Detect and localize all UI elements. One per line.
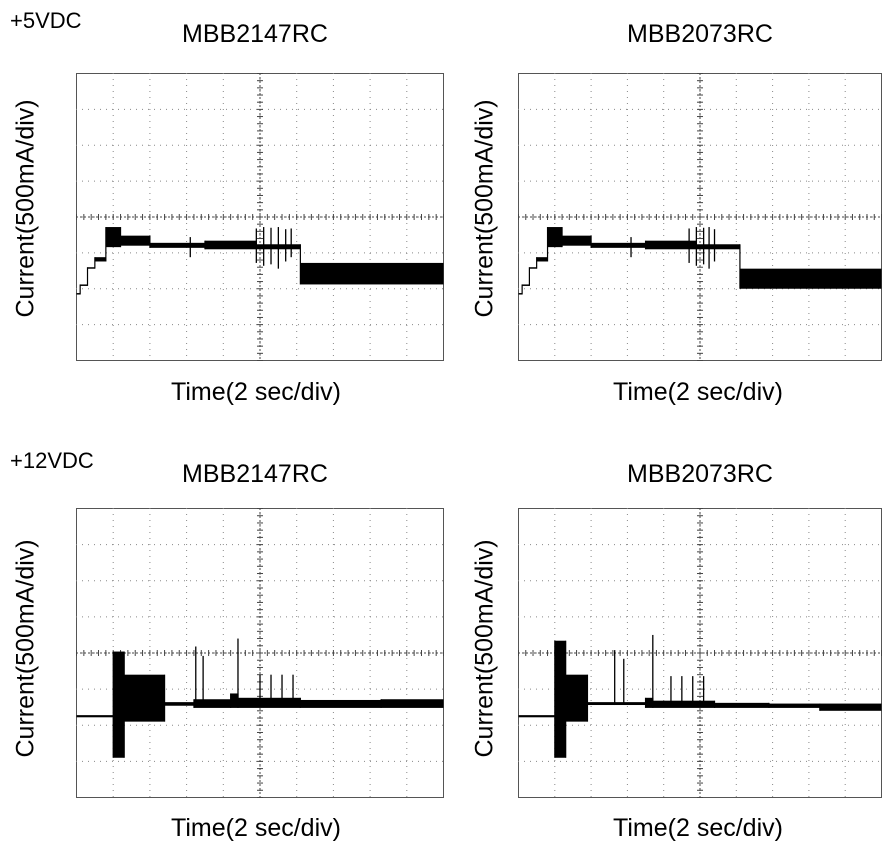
center-axes	[518, 508, 882, 798]
current-trace	[518, 634, 882, 758]
trace-segment	[87, 267, 95, 269]
trace-segment	[518, 715, 555, 718]
chart-title-5v-mbb2147rc: MBB2147RC	[182, 20, 328, 48]
trace-segment	[739, 268, 882, 289]
trace-segment	[113, 651, 125, 758]
scope-plot-12v-mbb2147rc	[76, 508, 444, 798]
scope-plot-5v-mbb2147rc	[76, 73, 444, 361]
chart-title-12v-mbb2147rc: MBB2147RC	[182, 460, 328, 488]
trace-segment	[193, 699, 231, 708]
current-trace	[76, 227, 444, 295]
trace-segment	[652, 700, 715, 708]
trace-segment	[554, 640, 566, 758]
trace-segment	[529, 267, 537, 269]
trace-segment	[204, 240, 257, 250]
trace-segment	[300, 262, 444, 285]
trace-segment	[536, 257, 548, 262]
trace-segment	[94, 257, 106, 262]
trace-segment	[230, 693, 238, 708]
trace-segment	[768, 703, 820, 708]
trace-segment	[547, 227, 563, 248]
group-label-12vdc: +12VDC	[10, 448, 94, 473]
trace-segment	[562, 235, 592, 246]
trace-segment	[591, 242, 646, 248]
current-trace	[518, 227, 882, 295]
trace-segment	[76, 293, 81, 295]
trace-segment	[381, 699, 444, 708]
x-axis-label-5v-mbb2147rc: Time(2 sec/div)	[171, 378, 341, 406]
trace-segment	[518, 293, 523, 295]
y-axis-label-5v-mbb2073rc: Current(500mA/div)	[470, 99, 499, 318]
current-trace	[76, 638, 444, 758]
trace-segment	[819, 703, 882, 711]
trace-segment	[565, 674, 588, 722]
trace-segment	[120, 235, 150, 246]
x-axis-label-12v-mbb2073rc: Time(2 sec/div)	[613, 814, 783, 842]
trace-segment	[587, 702, 646, 706]
x-axis-label-12v-mbb2147rc: Time(2 sec/div)	[171, 814, 341, 842]
trace-segment	[124, 674, 165, 722]
trace-segment	[645, 697, 653, 708]
chart-title-12v-mbb2073rc: MBB2073RC	[627, 460, 773, 488]
center-axes	[76, 508, 444, 798]
trace-segment	[522, 284, 530, 286]
scope-plot-5v-mbb2073rc	[518, 73, 882, 361]
trace-segment	[149, 242, 205, 248]
y-axis-label-5v-mbb2147rc: Current(500mA/div)	[11, 99, 40, 318]
trace-segment	[714, 702, 769, 708]
center-axes	[518, 73, 882, 361]
group-label-5vdc: +5VDC	[10, 8, 82, 33]
chart-title-5v-mbb2073rc: MBB2073RC	[627, 20, 773, 48]
trace-segment	[80, 284, 88, 286]
trace-segment	[164, 702, 194, 706]
y-axis-label-12v-mbb2147rc: Current(500mA/div)	[11, 539, 40, 758]
trace-segment	[105, 227, 121, 248]
trace-segment	[76, 715, 114, 718]
trace-segment	[237, 697, 301, 708]
trace-segment	[300, 699, 382, 708]
y-axis-label-12v-mbb2073rc: Current(500mA/div)	[470, 539, 499, 758]
scope-plot-12v-mbb2073rc	[518, 508, 882, 798]
trace-segment	[696, 244, 740, 250]
center-axes	[76, 73, 444, 361]
x-axis-label-5v-mbb2073rc: Time(2 sec/div)	[613, 378, 783, 406]
trace-segment	[645, 240, 697, 250]
